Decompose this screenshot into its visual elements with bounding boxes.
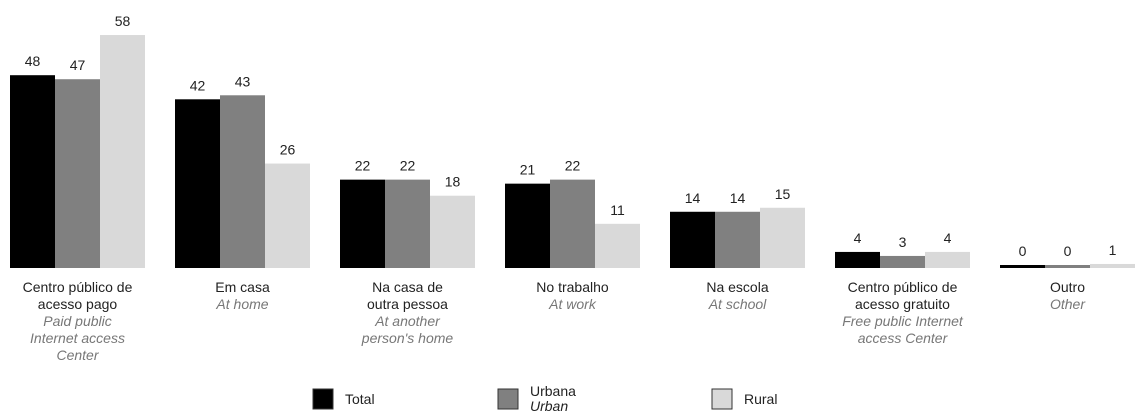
- legend-swatch: [497, 388, 519, 410]
- value-label: 4: [944, 230, 952, 246]
- category-translation: At home: [216, 296, 269, 312]
- bar: [1090, 263, 1135, 268]
- bar: [175, 99, 220, 268]
- value-label: 42: [190, 77, 206, 93]
- value-label: 1: [1109, 242, 1117, 258]
- value-label: 4: [854, 230, 862, 246]
- value-label: 3: [899, 234, 907, 250]
- value-label: 11: [610, 202, 625, 218]
- category-label: Outro: [1049, 279, 1085, 295]
- bar: [835, 251, 880, 268]
- value-label: 22: [355, 158, 371, 174]
- legend-swatch: [312, 388, 334, 410]
- bar: [880, 255, 925, 268]
- value-label: 47: [70, 57, 86, 73]
- category-label: Na casa de outra pessoa: [367, 279, 448, 312]
- value-label: 14: [685, 190, 701, 206]
- value-label: 26: [280, 142, 296, 158]
- value-label: 48: [25, 53, 41, 69]
- value-label: 21: [520, 162, 536, 178]
- category-translation: Other: [1049, 296, 1085, 312]
- category-label: Na escola: [706, 279, 769, 295]
- bar: [430, 195, 475, 268]
- bar: [925, 251, 970, 268]
- legend-label: Rural: [744, 391, 778, 407]
- value-label: 22: [400, 158, 416, 174]
- bar: [505, 183, 550, 268]
- category-label: No trabalho: [536, 279, 609, 295]
- bar: [340, 179, 385, 268]
- value-label: 22: [565, 158, 581, 174]
- legend-label: Urbana: [530, 383, 576, 399]
- category-translation: Free public Internet access Center: [842, 313, 963, 346]
- category-label: Em casa: [215, 279, 270, 295]
- bar: [760, 207, 805, 268]
- category-translation: At school: [708, 296, 767, 312]
- value-label: 14: [730, 190, 746, 206]
- bar: [715, 211, 760, 268]
- bar: [55, 79, 100, 268]
- legend-swatch: [711, 388, 733, 410]
- value-label: 58: [115, 13, 131, 29]
- bar: [550, 179, 595, 268]
- category-translation: At work: [549, 296, 596, 312]
- value-label: 43: [235, 73, 251, 89]
- bar: [1000, 265, 1045, 268]
- bar: [265, 163, 310, 268]
- legend-translation: Urban: [530, 398, 569, 414]
- bar: [220, 95, 265, 269]
- value-label: 0: [1019, 243, 1027, 259]
- category-translation: At another person's home: [361, 313, 454, 346]
- value-label: 15: [775, 186, 791, 202]
- bar: [1045, 265, 1090, 268]
- bar: [385, 179, 430, 268]
- value-label: 18: [445, 174, 461, 190]
- category-translation: Paid public Internet access Center: [30, 313, 125, 363]
- bar: [670, 211, 715, 268]
- bar: [595, 223, 640, 268]
- legend-label: Total: [345, 391, 375, 407]
- bar: [10, 75, 55, 268]
- category-label: Centro público de acesso gratuito: [847, 279, 958, 312]
- bar: [100, 35, 145, 269]
- category-label: Centro público de acesso pago: [22, 279, 133, 312]
- value-label: 0: [1064, 243, 1072, 259]
